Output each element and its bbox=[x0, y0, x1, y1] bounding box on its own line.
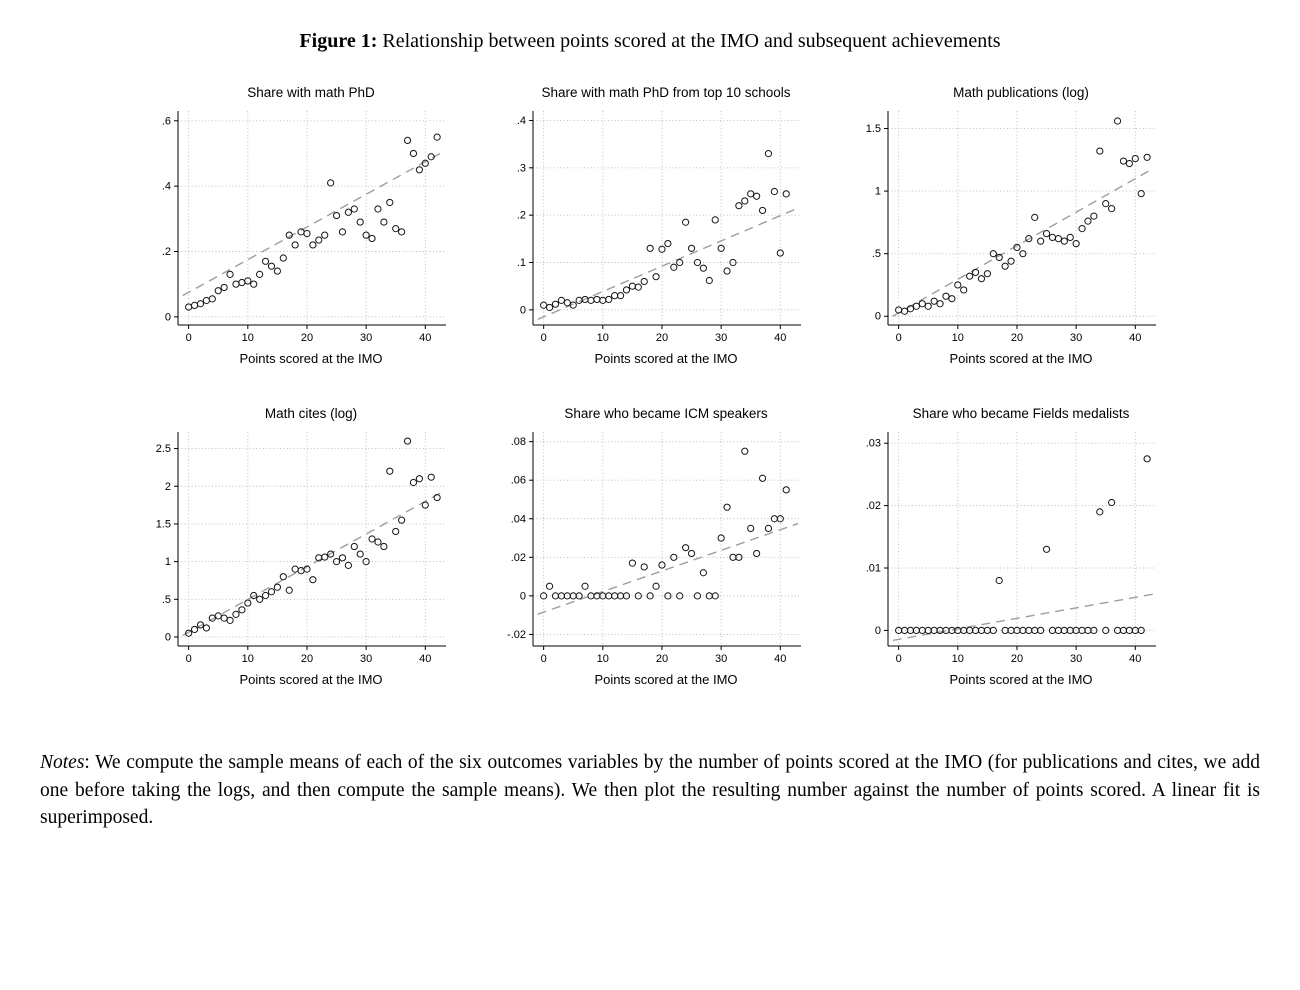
svg-text:20: 20 bbox=[301, 653, 313, 665]
svg-text:0: 0 bbox=[896, 653, 902, 665]
svg-text:30: 30 bbox=[1070, 332, 1082, 344]
svg-text:.5: .5 bbox=[162, 594, 171, 606]
svg-text:.2: .2 bbox=[162, 246, 171, 258]
svg-text:20: 20 bbox=[656, 332, 668, 344]
figure-caption: Figure 1: Relationship between points sc… bbox=[0, 30, 1300, 53]
svg-text:10: 10 bbox=[597, 653, 609, 665]
chart-title: Share who became ICM speakers bbox=[564, 406, 768, 421]
svg-text:.3: .3 bbox=[517, 162, 526, 174]
svg-text:40: 40 bbox=[774, 653, 786, 665]
svg-text:.02: .02 bbox=[866, 500, 881, 512]
svg-text:40: 40 bbox=[1129, 332, 1141, 344]
scatter-plot: -.02 0 .02 .04 .06 .08 0 10 20 30 40 bbox=[507, 432, 801, 665]
figure-notes: Notes: We compute the sample means of ea… bbox=[40, 749, 1260, 832]
x-axis-label: Points scored at the IMO bbox=[239, 672, 383, 687]
svg-text:10: 10 bbox=[952, 653, 964, 665]
figure-notes-label: Notes bbox=[40, 752, 85, 773]
svg-text:20: 20 bbox=[301, 332, 313, 344]
svg-text:.04: .04 bbox=[511, 513, 526, 525]
svg-text:.06: .06 bbox=[511, 475, 526, 487]
svg-text:40: 40 bbox=[774, 332, 786, 344]
svg-text:.03: .03 bbox=[866, 438, 881, 450]
svg-text:.02: .02 bbox=[511, 552, 526, 564]
svg-text:0: 0 bbox=[186, 653, 192, 665]
svg-text:.1: .1 bbox=[517, 257, 526, 269]
scatter-plot: 0 .1 .2 .3 .4 0 10 20 30 40 bbox=[517, 111, 801, 344]
svg-text:.01: .01 bbox=[866, 563, 881, 575]
svg-text:.08: .08 bbox=[511, 436, 526, 448]
svg-text:10: 10 bbox=[952, 332, 964, 344]
x-axis-label: Points scored at the IMO bbox=[239, 351, 383, 366]
svg-text:20: 20 bbox=[656, 653, 668, 665]
svg-text:2.5: 2.5 bbox=[156, 443, 171, 455]
figure-caption-label: Figure 1: bbox=[299, 30, 378, 52]
chart-title: Share who became Fields medalists bbox=[912, 406, 1130, 421]
chart-math-publications: Math publications (log) 0 .5 1 1.5 0 10 20 30 40… bbox=[840, 85, 1170, 366]
svg-text:30: 30 bbox=[360, 332, 372, 344]
chart-icm-speakers: Share who became ICM speakers -.02 0 .02 .0… bbox=[485, 406, 815, 687]
svg-text:2: 2 bbox=[165, 481, 171, 493]
svg-text:1: 1 bbox=[875, 186, 881, 198]
svg-text:40: 40 bbox=[419, 653, 431, 665]
scatter-plot: 0 .5 1 1.5 0 10 20 30 40 bbox=[866, 111, 1156, 344]
svg-text:0: 0 bbox=[520, 590, 526, 602]
svg-text:20: 20 bbox=[1011, 653, 1023, 665]
x-axis-label: Points scored at the IMO bbox=[949, 672, 1093, 687]
svg-text:40: 40 bbox=[419, 332, 431, 344]
chart-title: Math publications (log) bbox=[953, 85, 1089, 100]
scatter-plot: 0 .5 1 1.5 2 2.5 0 10 20 30 40 bbox=[156, 432, 446, 665]
svg-text:40: 40 bbox=[1129, 653, 1141, 665]
svg-text:1.5: 1.5 bbox=[866, 123, 881, 135]
svg-text:30: 30 bbox=[1070, 653, 1082, 665]
svg-text:30: 30 bbox=[360, 653, 372, 665]
svg-text:0: 0 bbox=[186, 332, 192, 344]
svg-text:0: 0 bbox=[875, 625, 881, 637]
svg-text:1: 1 bbox=[165, 556, 171, 568]
svg-text:30: 30 bbox=[715, 332, 727, 344]
chart-title: Math cites (log) bbox=[264, 406, 358, 421]
chart-fields-medalists: Share who became Fields medalists 0 .01 .0… bbox=[840, 406, 1170, 687]
svg-text:0: 0 bbox=[165, 311, 171, 323]
svg-text:20: 20 bbox=[1011, 332, 1023, 344]
svg-text:-.02: -.02 bbox=[507, 629, 526, 641]
svg-text:0: 0 bbox=[875, 311, 881, 323]
figure-notes-text: : We compute the sample means of each of… bbox=[40, 752, 1260, 829]
svg-text:.5: .5 bbox=[872, 248, 881, 260]
svg-text:1.5: 1.5 bbox=[156, 518, 171, 530]
svg-text:10: 10 bbox=[242, 332, 254, 344]
x-axis-label: Points scored at the IMO bbox=[949, 351, 1093, 366]
svg-text:.2: .2 bbox=[517, 210, 526, 222]
svg-text:0: 0 bbox=[541, 332, 547, 344]
scatter-plot: 0 .01 .02 .03 0 10 20 30 40 bbox=[866, 432, 1156, 665]
figure-grid: Share with math PhD 0.2.4.6 0 10 20 30 40 Poi… bbox=[130, 85, 1170, 687]
svg-text:30: 30 bbox=[715, 653, 727, 665]
chart-title: Share with math PhD from top 10 schools bbox=[541, 85, 791, 100]
svg-text:10: 10 bbox=[242, 653, 254, 665]
svg-text:.4: .4 bbox=[162, 181, 171, 193]
svg-text:0: 0 bbox=[896, 332, 902, 344]
svg-text:0: 0 bbox=[165, 631, 171, 643]
x-axis-label: Points scored at the IMO bbox=[594, 672, 738, 687]
svg-text:.4: .4 bbox=[517, 115, 526, 127]
figure-caption-text: Relationship between points scored at th… bbox=[377, 30, 1001, 52]
svg-text:.6: .6 bbox=[162, 115, 171, 127]
svg-text:0: 0 bbox=[520, 304, 526, 316]
x-axis-label: Points scored at the IMO bbox=[594, 351, 738, 366]
chart-share-math-phd: Share with math PhD 0 .2 .4 .6 0 10 20 30 40 Poi… bbox=[130, 85, 460, 366]
chart-math-cites: Math cites (log) 0 .5 1 1.5 2 2.5 0 10 20 30 40 Po… bbox=[130, 406, 460, 687]
svg-text:0: 0 bbox=[541, 653, 547, 665]
svg-text:10: 10 bbox=[597, 332, 609, 344]
scatter-plot: 0 .2 .4 .6 0 10 20 30 40 bbox=[162, 111, 446, 344]
chart-title: Share with math PhD bbox=[247, 85, 375, 100]
chart-share-top10-phd: Share with math PhD from top 10 schools … bbox=[485, 85, 815, 366]
